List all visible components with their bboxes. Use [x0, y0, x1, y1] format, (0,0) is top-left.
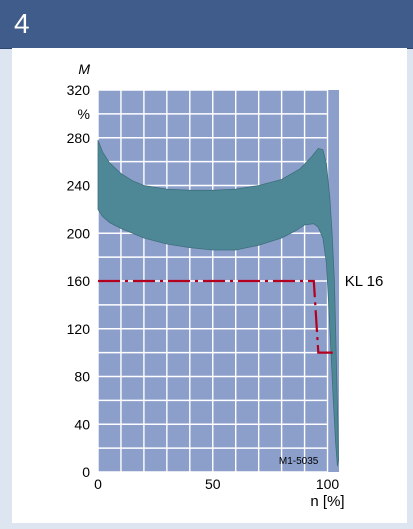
y-tick-label: 280	[67, 130, 91, 146]
y-tick-label: 120	[67, 321, 91, 337]
limit-line-kl16	[98, 279, 337, 354]
y-tick-label: 160	[67, 273, 91, 289]
x-axis-title: n [%]	[310, 493, 344, 510]
y-tick-label: 80	[74, 369, 90, 385]
y-tick-label: 200	[67, 225, 91, 241]
x-tick-label: 0	[94, 476, 102, 492]
x-tick-label: 50	[205, 476, 221, 492]
chart-panel: KL 16 0 40 80 120 160 200 240 280 320% M 0 50 100 n [%…	[12, 48, 407, 523]
y-axis-unit: %	[78, 106, 90, 122]
limit-line-label: KL 16	[345, 273, 384, 290]
y-tick-label: 240	[67, 178, 91, 194]
x-tick-label: 100	[316, 476, 340, 492]
figure-code: M1-5035	[279, 456, 319, 467]
y-tick-label: 0	[82, 464, 90, 480]
figure-number: 4	[14, 8, 30, 39]
torque-band-area	[97, 139, 339, 467]
y-tick-label: 320	[67, 82, 91, 98]
figure-header: 4	[0, 0, 413, 49]
y-tick-label: 40	[74, 416, 90, 432]
y-axis-title: M	[78, 61, 90, 77]
